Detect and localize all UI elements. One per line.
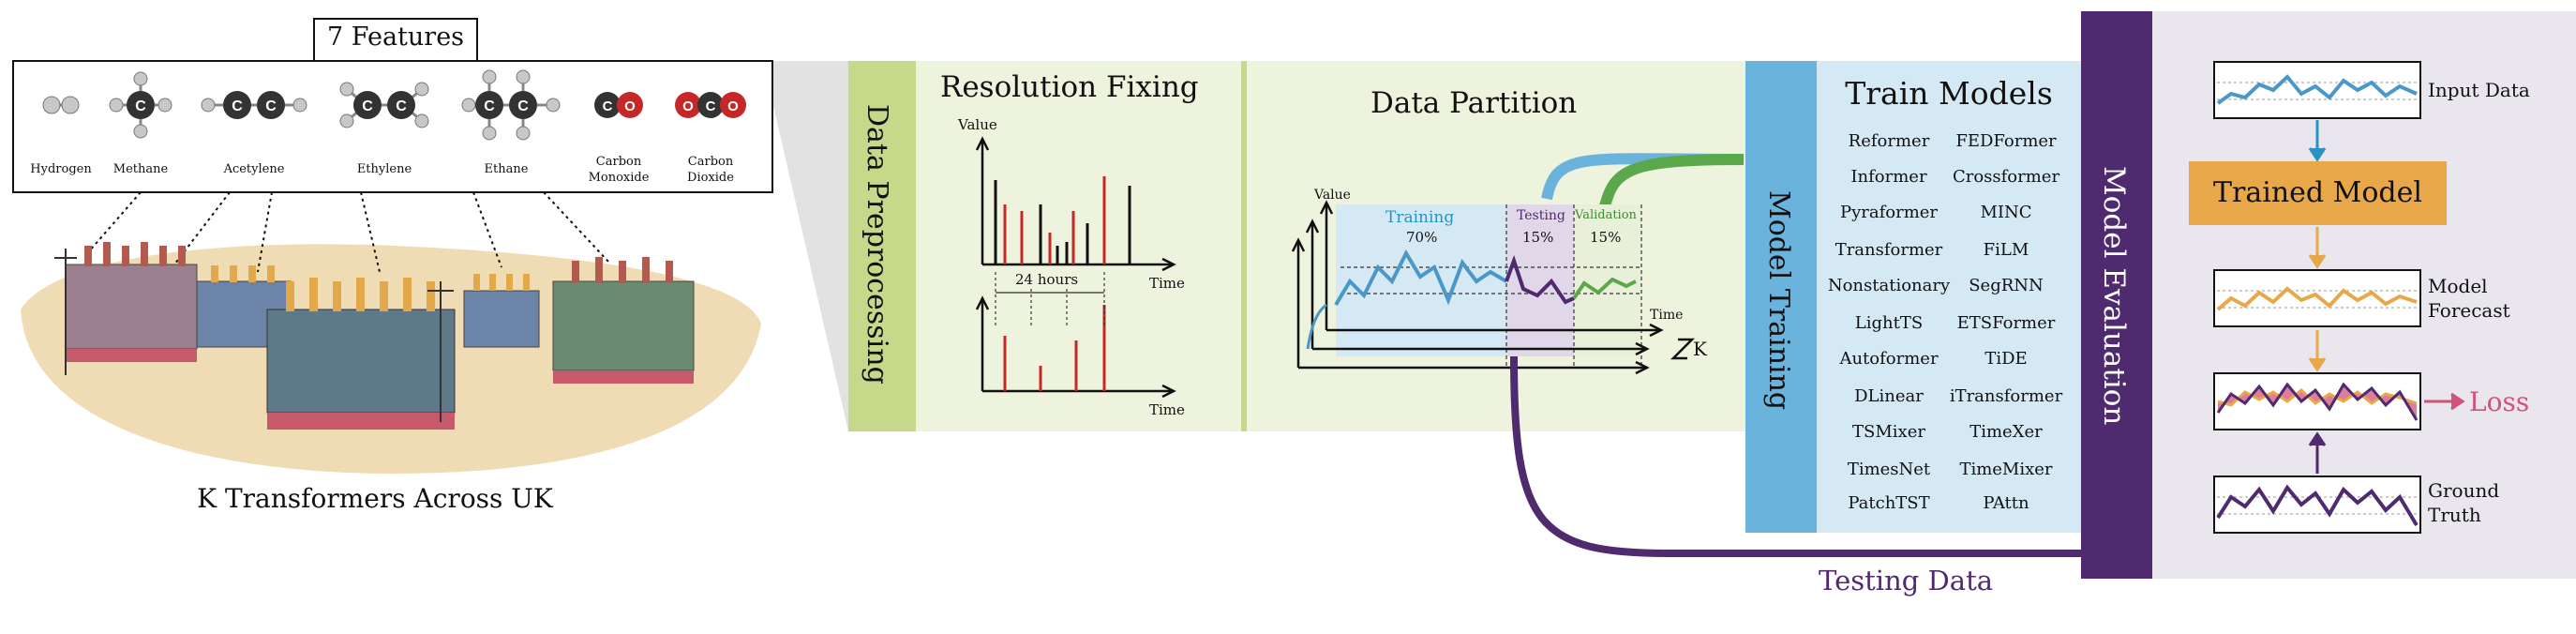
validation-split-label: Validation	[1575, 208, 1637, 222]
model-item: TSMixer	[1852, 422, 1925, 442]
training-split-label: Training	[1385, 208, 1455, 227]
svg-text:C: C	[517, 98, 529, 114]
interval-label: 24 hours	[1012, 271, 1082, 288]
features-title: 7 Features	[326, 23, 465, 52]
svg-text:C: C	[135, 98, 146, 114]
model-evaluation-label: Model Evaluation	[2097, 165, 2131, 426]
svg-text:C: C	[396, 98, 407, 114]
testing-split-label: Testing	[1517, 208, 1565, 223]
model-item: LightTS	[1854, 313, 1924, 333]
input-data-chart	[2213, 61, 2421, 119]
resolution-fixing-chart	[975, 136, 1176, 399]
molecule-label-carbon-monoxide: Carbon Monoxide	[588, 155, 650, 185]
validation-split-pct: 15%	[1590, 229, 1622, 246]
model-item: Autoformer	[1839, 349, 1939, 369]
resolution-time-axis-label-top: Time	[1149, 275, 1185, 292]
ground-truth-label: Ground Truth	[2428, 479, 2500, 526]
model-item: TimeMixer	[1959, 460, 2053, 479]
features-title-box	[313, 18, 478, 62]
model-item: ETSFormer	[1956, 313, 2056, 333]
partition-value-axis-label: Value	[1314, 188, 1351, 203]
model-item: Transformer	[1835, 240, 1943, 260]
molecule-label-acetylene: Acetylene	[223, 162, 285, 176]
evaluation-band	[2081, 11, 2152, 579]
model-item: Reformer	[1848, 131, 1930, 151]
train-models-title: Train Models	[1845, 75, 2053, 112]
ethylene-icon: C C	[339, 82, 429, 128]
transformers-illustration	[21, 191, 761, 474]
testing-split-pct: 15%	[1522, 229, 1554, 246]
preprocessing-band	[848, 61, 916, 431]
svg-text:C: C	[603, 98, 613, 114]
data-partition-chart	[1291, 153, 2086, 557]
carbon-dioxide-icon: O C O	[675, 92, 746, 118]
model-item: DLinear	[1854, 386, 1924, 406]
model-item: PAttn	[1983, 493, 2029, 513]
model-item: FiLM	[1983, 240, 2029, 260]
k-label: K	[1693, 338, 1707, 360]
svg-text:C: C	[706, 98, 716, 114]
testing-data-label: Testing Data	[1819, 565, 1994, 596]
ground-truth-chart	[2213, 476, 2421, 534]
preprocessing-label: Data Preprocessing	[861, 103, 893, 385]
transformers-caption: K Transformers Across UK	[197, 483, 553, 514]
training-split-pct: 70%	[1406, 229, 1438, 246]
hydrogen-icon	[42, 96, 80, 114]
partition-time-axis-label: Time	[1650, 308, 1684, 323]
molecule-label-carbon-dioxide: Carbon Dioxide	[687, 155, 734, 185]
trained-model-box	[2189, 161, 2447, 225]
loss-label: Loss	[2469, 386, 2530, 417]
loss-chart	[2213, 372, 2421, 430]
carbon-monoxide-icon: C O	[594, 92, 643, 118]
model-item: MINC	[1980, 203, 2032, 222]
svg-text:O: O	[624, 98, 636, 114]
ethane-icon: C C	[461, 69, 561, 141]
resolution-time-axis-label-bottom: Time	[1149, 401, 1185, 418]
training-band	[1745, 61, 1817, 533]
svg-text:C: C	[265, 98, 277, 114]
svg-text:C: C	[362, 98, 373, 114]
trained-model-label: Trained Model	[2213, 176, 2422, 209]
resolution-fixing-title: Resolution Fixing	[940, 70, 1199, 104]
svg-text:O: O	[727, 98, 739, 114]
data-partition-title: Data Partition	[1370, 86, 1578, 120]
zoom-wedge	[771, 61, 848, 431]
svg-text:C: C	[484, 98, 495, 114]
input-data-label: Input Data	[2428, 79, 2530, 101]
model-item: iTransformer	[1949, 386, 2063, 406]
flow-arrows	[2308, 120, 2465, 474]
preprocessing-divider	[1241, 61, 1247, 431]
model-training-label: Model Training	[1762, 189, 1795, 411]
molecule-label-methane: Methane	[112, 162, 169, 176]
model-item: TimesNet	[1847, 460, 1931, 479]
model-item: FEDFormer	[1955, 131, 2057, 151]
forecast-chart	[2213, 269, 2421, 327]
methane-icon: C	[109, 71, 172, 139]
model-item: SegRNN	[1969, 276, 2044, 295]
svg-text:C: C	[232, 98, 243, 114]
model-item: Informer	[1850, 167, 1927, 187]
resolution-value-axis-label: Value	[958, 116, 997, 133]
model-item: TimeXer	[1969, 422, 2043, 442]
svg-text:O: O	[682, 98, 694, 114]
model-item: Crossformer	[1952, 167, 2060, 187]
training-panel	[1817, 61, 2081, 533]
molecule-label-ethylene: Ethylene	[356, 162, 412, 176]
model-item: Pyraformer	[1839, 203, 1939, 222]
model-item: PatchTST	[1848, 493, 1930, 513]
model-forecast-label: Model Forecast	[2428, 275, 2510, 322]
acetylene-icon: C C	[201, 91, 307, 119]
molecule-label-hydrogen: Hydrogen	[30, 162, 92, 176]
model-item: TiDE	[1984, 349, 2028, 369]
molecule-label-ethane: Ethane	[484, 162, 529, 176]
model-item: Nonstationary	[1827, 276, 1951, 295]
